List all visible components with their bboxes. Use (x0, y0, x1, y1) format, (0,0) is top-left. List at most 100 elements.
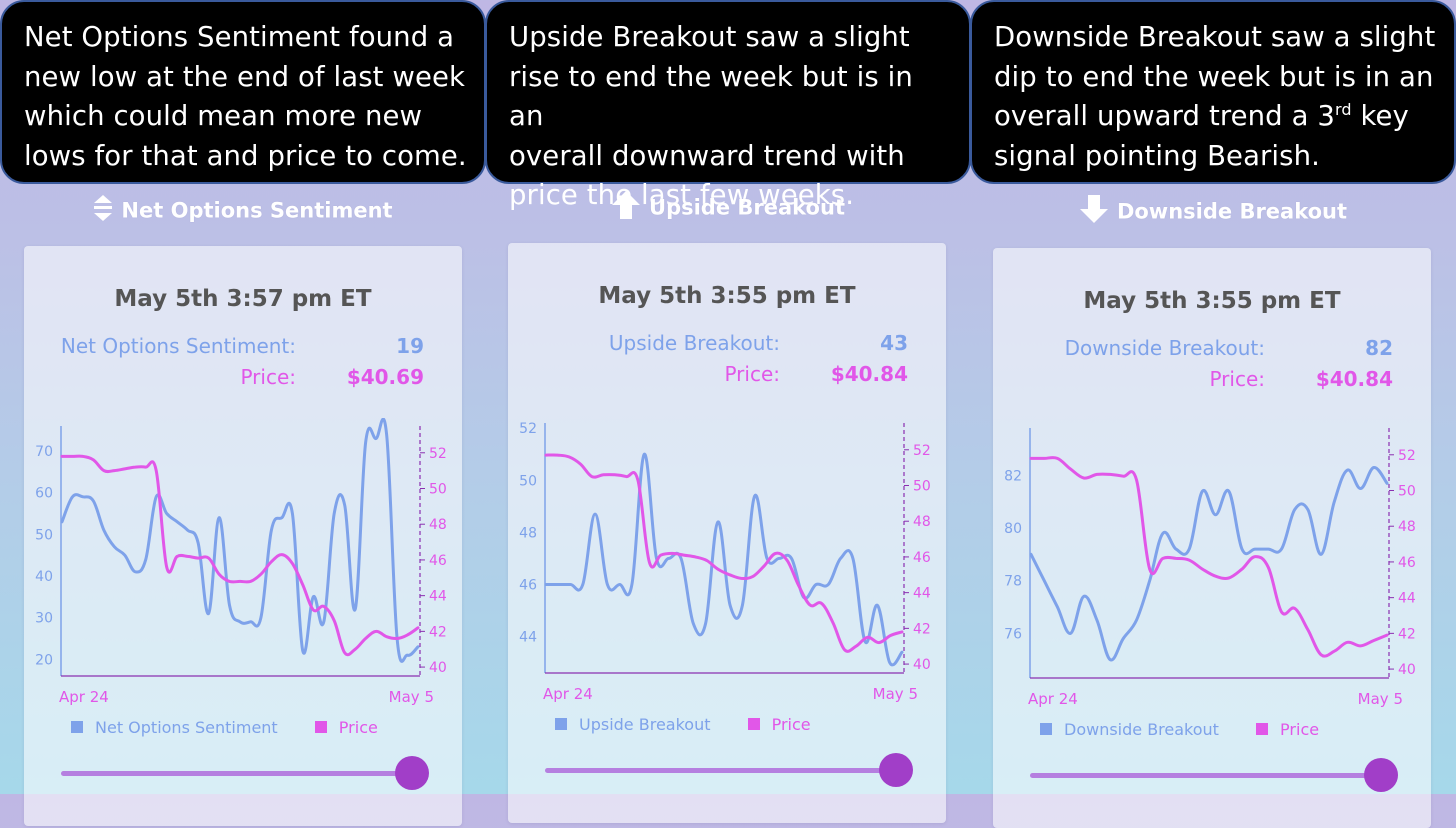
slider-track[interactable] (1030, 773, 1382, 778)
price-label: Price: (1209, 367, 1265, 391)
time-slider[interactable] (545, 753, 913, 789)
metric-label: Downside Breakout: (1064, 336, 1265, 360)
line-chart: 20 30 40 50 60 70 40 42 44 46 48 50 52 Apr 24 May 5 (35, 418, 447, 706)
left-tick-label: 76 (1004, 626, 1022, 642)
chart-card: May 5th 3:55 pm ET Downside Breakout: 82… (993, 248, 1431, 828)
legend-item-metric[interactable]: Upside Breakout (555, 715, 710, 734)
right-tick-label: 40 (1398, 662, 1416, 678)
left-tick-label: 80 (1004, 521, 1022, 537)
legend-item-metric[interactable]: Net Options Sentiment (71, 718, 278, 737)
left-tick-label: 40 (35, 569, 53, 585)
metric-line (1029, 466, 1389, 662)
price-line (544, 453, 904, 653)
slider-track[interactable] (545, 768, 897, 773)
price-line (60, 454, 420, 657)
panel-net-options-sentiment: Net Options Sentiment found a new low at… (0, 0, 486, 826)
legend-item-metric[interactable]: Downside Breakout (1040, 720, 1219, 739)
price-value: $40.69 (346, 365, 424, 389)
legend: Upside Breakout Price (555, 715, 843, 734)
left-tick-label: 52 (519, 421, 537, 437)
legend-swatch (314, 720, 327, 733)
down-arrow-icon (1079, 194, 1109, 229)
right-tick-label: 52 (1398, 448, 1416, 464)
legend-item-price[interactable]: Price (314, 718, 378, 737)
metric-value: 43 (880, 331, 908, 355)
left-tick-label: 82 (1004, 468, 1022, 484)
legend-label: Price (1280, 720, 1320, 739)
right-tick-label: 50 (913, 479, 931, 495)
right-tick-label: 46 (429, 553, 447, 569)
x-tick-label: Apr 24 (543, 685, 593, 703)
section-heading-label: Net Options Sentiment (121, 198, 393, 223)
left-tick-label: 20 (35, 652, 53, 668)
caption-box: Net Options Sentiment found a new low at… (0, 0, 486, 184)
right-tick-label: 50 (1398, 484, 1416, 500)
legend-swatch (555, 717, 567, 730)
left-tick-label: 48 (519, 525, 537, 541)
right-tick-label: 48 (913, 514, 931, 530)
ordinal-suffix: rd (1334, 99, 1352, 119)
price-label: Price: (240, 365, 296, 389)
price-label: Price: (724, 362, 780, 386)
time-slider[interactable] (61, 756, 429, 792)
x-tick-label: Apr 24 (1028, 690, 1078, 708)
legend-label: Upside Breakout (579, 715, 711, 734)
up-arrow-icon (611, 190, 641, 225)
legend-label: Price (771, 715, 811, 734)
timestamp: May 5th 3:55 pm ET (598, 283, 856, 309)
right-tick-label: 48 (429, 517, 447, 533)
metric-value: 82 (1365, 336, 1393, 360)
section-heading-label: Downside Breakout (1116, 199, 1348, 224)
right-tick-label: 44 (429, 589, 447, 605)
metric-label: Upside Breakout: (608, 331, 780, 355)
right-tick-label: 52 (429, 446, 447, 462)
metric-label: Net Options Sentiment: (60, 334, 296, 358)
slider-thumb[interactable] (1364, 758, 1398, 792)
chart-card: May 5th 3:57 pm ET Net Options Sentiment… (24, 246, 462, 826)
caption-line: Net Options Sentiment found a (24, 21, 455, 53)
slider-track[interactable] (61, 771, 413, 776)
legend-label: Downside Breakout (1064, 720, 1219, 739)
section-heading: Downside Breakout (970, 194, 1456, 229)
price-line (1029, 456, 1389, 658)
slider-thumb[interactable] (879, 753, 913, 787)
panel-downside-breakout: Downside Breakout saw a slight dip to en… (970, 0, 1456, 828)
x-tick-label: May 5 (1358, 690, 1403, 708)
left-tick-label: 70 (35, 444, 53, 460)
legend-label: Price (338, 718, 378, 737)
price-value: $40.84 (1315, 367, 1393, 391)
left-tick-label: 44 (519, 630, 537, 646)
legend-item-price[interactable]: Price (747, 715, 811, 734)
chart-card: May 5th 3:55 pm ET Upside Breakout: 43 P… (508, 243, 946, 823)
legend-swatch (1040, 722, 1052, 735)
right-tick-label: 44 (913, 586, 931, 602)
right-tick-label: 42 (913, 621, 931, 637)
time-slider[interactable] (1030, 758, 1398, 794)
right-tick-label: 42 (1398, 626, 1416, 642)
legend: Net Options Sentiment Price (71, 718, 410, 737)
caption-line: signal pointing Bearish. (994, 139, 1320, 172)
caption-text: overall upward trend a 3 (994, 100, 1335, 132)
caption-line: dip to end the week but is in an (994, 60, 1434, 93)
right-tick-label: 40 (913, 657, 931, 673)
left-tick-label: 60 (35, 486, 53, 502)
right-tick-label: 52 (913, 443, 931, 459)
left-tick-label: 78 (1004, 574, 1022, 590)
right-tick-label: 42 (429, 624, 447, 640)
line-chart: 76 78 80 82 40 42 44 46 48 50 52 Apr 24 May 5 (1004, 428, 1416, 708)
caption-line: price the last few weeks. (509, 179, 855, 211)
caption-line: Upside Breakout saw a slight (509, 21, 910, 53)
caption-text: key (1351, 100, 1409, 132)
metric-value: 19 (396, 334, 424, 358)
price-value: $40.84 (830, 362, 908, 386)
timestamp: May 5th 3:57 pm ET (114, 286, 372, 312)
legend: Downside Breakout Price (1040, 720, 1351, 739)
legend-item-price[interactable]: Price (1256, 720, 1319, 739)
legend-swatch (747, 717, 760, 730)
right-tick-label: 40 (429, 660, 447, 676)
caption-line: rise to end the week but is in an (509, 60, 913, 133)
slider-thumb[interactable] (395, 756, 429, 790)
left-tick-label: 30 (35, 611, 53, 627)
left-tick-label: 50 (519, 473, 537, 489)
x-tick-label: May 5 (873, 685, 918, 703)
